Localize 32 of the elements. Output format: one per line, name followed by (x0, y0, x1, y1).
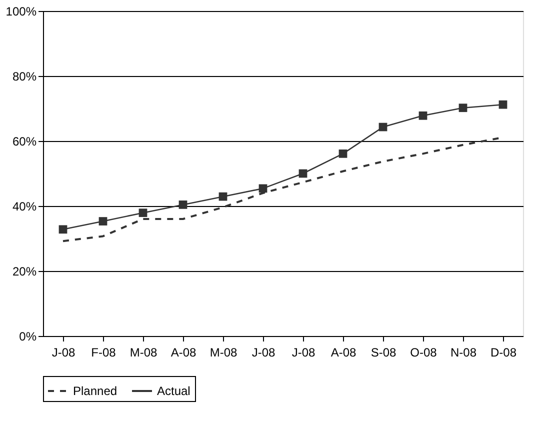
x-tick-label: O-08 (410, 346, 438, 360)
legend-label: Planned (73, 384, 118, 398)
y-tick-label: 100% (6, 4, 37, 18)
x-tick-label: A-08 (330, 346, 356, 360)
point (418, 111, 428, 120)
y-tick-label: 40% (12, 200, 37, 214)
x-tick-label: M-08 (130, 346, 158, 360)
point (378, 122, 388, 132)
point (258, 184, 268, 193)
point (338, 149, 348, 158)
x-tick-label: M-08 (210, 346, 238, 360)
point (298, 169, 308, 178)
x-tick-label: A-08 (170, 346, 196, 360)
point (218, 192, 228, 201)
point (98, 217, 108, 226)
y-tick-label: 0% (19, 330, 37, 344)
point (458, 104, 468, 112)
x-tick-label: F-08 (91, 346, 116, 360)
x-tick-label: J-08 (292, 346, 316, 360)
point (58, 225, 68, 234)
x-tick-label: N-08 (450, 346, 477, 360)
x-tick-label: S-08 (370, 346, 396, 360)
y-tick-label: 60% (12, 134, 37, 148)
x-tick-label: D-08 (490, 346, 517, 360)
point (498, 100, 508, 109)
legend-label: Actual (157, 384, 190, 398)
y-tick-label: 80% (12, 70, 37, 84)
x-tick-label: J-08 (52, 346, 76, 360)
y-tick-label: 20% (12, 264, 37, 278)
x-tick-label: J-08 (252, 346, 276, 360)
point (178, 200, 188, 209)
point (138, 208, 148, 218)
